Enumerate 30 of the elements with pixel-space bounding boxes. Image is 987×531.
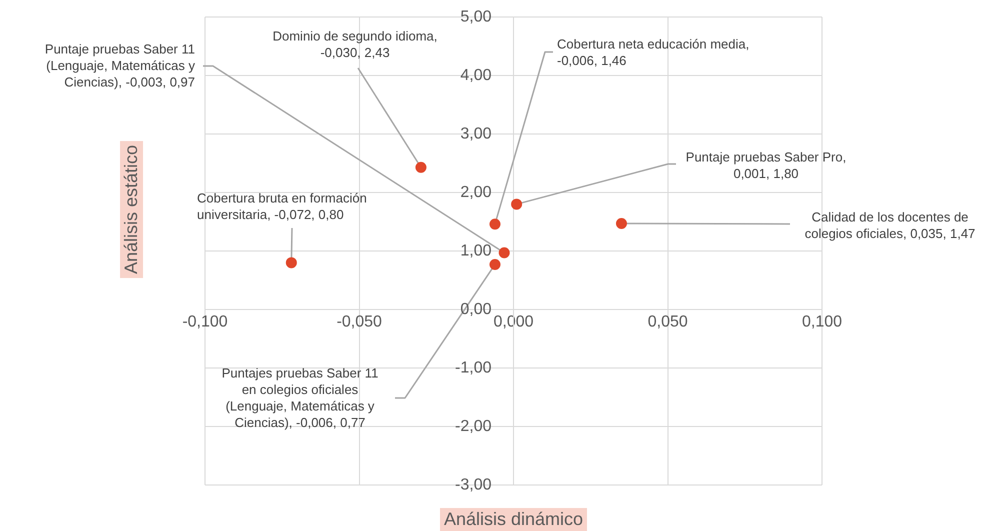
x-tick-label: 0,050 (648, 314, 688, 331)
point (498, 247, 510, 258)
annotation: Puntaje pruebas Saber Pro, 0,001, 1,80 (686, 150, 846, 182)
annotation: Cobertura bruta en formación universitaria, -0,072, 0,80 (197, 190, 367, 222)
annotation: Dominio de segundo idioma, -0,030, 2,43 (272, 28, 438, 60)
point (511, 198, 522, 210)
y-tick-label: 1,00 (460, 242, 492, 260)
point (415, 162, 426, 173)
point (489, 258, 500, 270)
x-tick-label: 0,000 (493, 314, 534, 331)
y-tick-label: 0,00 (460, 300, 492, 318)
y-tick-label: 2,00 (460, 184, 492, 201)
y-axis-title: Análisis estático (120, 140, 144, 278)
x-tick-label: 0,100 (802, 314, 842, 331)
y-tick-label: 4,00 (460, 66, 492, 84)
y-tick-label: -2,00 (455, 418, 492, 435)
point (489, 218, 500, 230)
x-tick-label: -0,100 (182, 314, 228, 331)
y-tick-label: -3,00 (455, 476, 492, 494)
annotation: Calidad de los docentes de colegios oficiales, 0,035, 1,47 (804, 210, 976, 242)
point (616, 218, 627, 230)
y-tick-label: 3,00 (460, 125, 492, 142)
y-tick-label: -1,00 (455, 359, 492, 376)
annotation: Puntaje pruebas Saber 11 (Lenguaje, Matemáticas y Ciencias), -0,003, 0,97 (44, 42, 196, 90)
annotation: Puntajes pruebas Saber 11 en colegios oficiales (Lenguaje, Matemáticas y Ciencias), -0,006, 0,77 (222, 366, 378, 430)
annotation: Cobertura neta educación media, -0,006, 1,46 (557, 36, 750, 68)
point (286, 257, 297, 268)
x-axis-title: Análisis dinámico (440, 508, 588, 531)
x-tick-label: -0,050 (336, 314, 382, 331)
y-tick-label: 5,00 (460, 8, 492, 26)
